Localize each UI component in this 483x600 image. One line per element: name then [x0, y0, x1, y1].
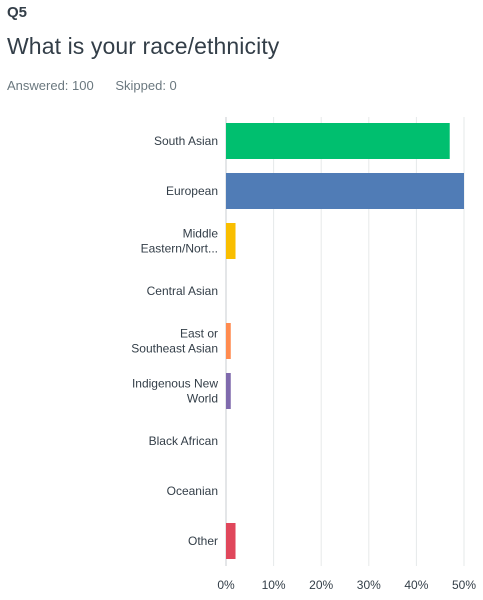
- bar: [226, 223, 236, 259]
- category-label: East or Southeast Asian: [131, 327, 218, 356]
- bar: [226, 373, 231, 409]
- category-label: European: [166, 184, 218, 198]
- x-tick-label: 40%: [404, 578, 428, 592]
- answered-count: Answered: 100: [7, 78, 94, 93]
- category-label: South Asian: [154, 134, 218, 148]
- bar: [226, 523, 236, 559]
- x-tick-label: 10%: [262, 578, 286, 592]
- bar: [226, 123, 450, 159]
- category-label: Indigenous New World: [132, 377, 218, 406]
- skipped-count: Skipped: 0: [115, 78, 177, 93]
- bar: [226, 173, 464, 209]
- bar: [226, 323, 231, 359]
- question-number: Q5: [7, 4, 28, 21]
- category-label: Black African: [149, 434, 218, 448]
- x-tick-label: 50%: [452, 578, 476, 592]
- category-label: Oceanian: [167, 484, 218, 498]
- x-tick-label: 30%: [357, 578, 381, 592]
- response-stats: Answered: 100 Skipped: 0: [7, 78, 195, 93]
- category-label: Middle Eastern/Nort...: [141, 227, 219, 256]
- x-tick-label: 20%: [309, 578, 333, 592]
- category-label: Other: [188, 534, 218, 548]
- x-tick-label: 0%: [217, 578, 235, 592]
- question-title: What is your race/ethnicity: [7, 33, 280, 59]
- category-label: Central Asian: [147, 284, 218, 298]
